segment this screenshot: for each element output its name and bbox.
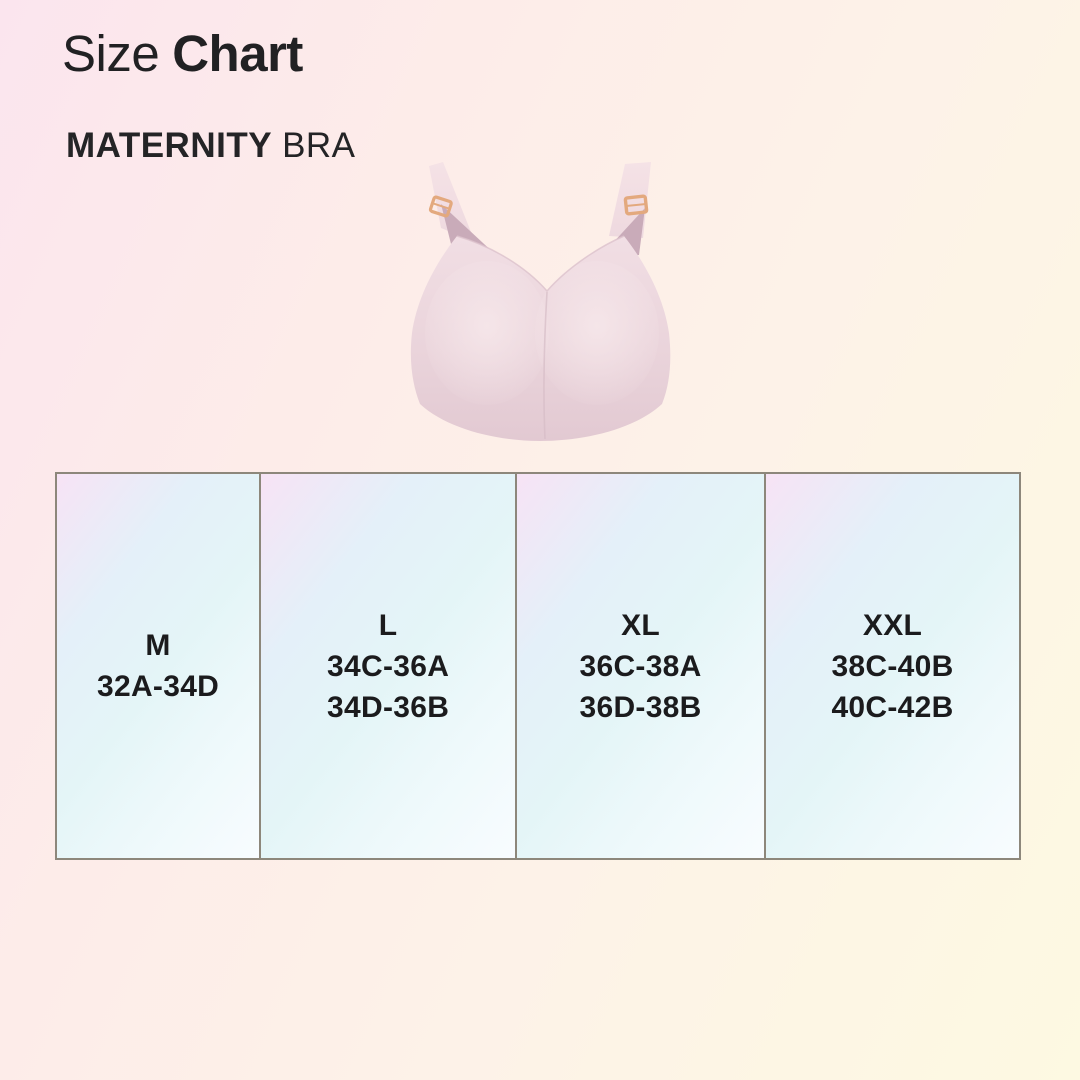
size-table: M 32A-34D L 34C-36A 34D-36B XL 36C-38A 36D-38B X… bbox=[55, 472, 1021, 860]
neckline-seam bbox=[456, 235, 625, 293]
title-bold-part: Chart bbox=[172, 25, 303, 82]
size-range: 36D-38B bbox=[579, 690, 702, 724]
size-range: 36C-38A bbox=[579, 649, 702, 683]
size-column-l: L 34C-36A 34D-36B bbox=[261, 474, 518, 858]
right-clip-icon bbox=[623, 194, 649, 216]
size-label: M bbox=[145, 629, 171, 662]
right-cup-highlight bbox=[535, 261, 659, 405]
size-label: XXL bbox=[862, 608, 923, 642]
left-clip-icon bbox=[428, 195, 453, 218]
size-range: 34D-36B bbox=[327, 690, 450, 724]
size-range: 40C-42B bbox=[831, 690, 954, 724]
bra-illustration bbox=[410, 162, 671, 441]
bra-product-image bbox=[405, 158, 675, 448]
page-subtitle: MATERNITY BRA bbox=[66, 126, 356, 166]
size-column-xxl: XXL 38C-40B 40C-42B bbox=[766, 474, 1019, 858]
center-seam bbox=[543, 291, 548, 440]
subtitle-regular-part: BRA bbox=[282, 126, 356, 165]
subtitle-bold-part: MATERNITY bbox=[66, 126, 273, 165]
size-range: 34C-36A bbox=[327, 649, 450, 683]
left-cup-highlight bbox=[425, 261, 549, 405]
title-regular-part: Size bbox=[62, 25, 160, 82]
size-column-xl: XL 36C-38A 36D-38B bbox=[517, 474, 767, 858]
size-range: 38C-40B bbox=[831, 649, 954, 683]
size-label: XL bbox=[621, 608, 661, 642]
size-column-m: M 32A-34D bbox=[57, 474, 262, 858]
size-range: 32A-34D bbox=[96, 670, 220, 703]
page-title: Size Chart bbox=[62, 24, 303, 83]
size-label: L bbox=[378, 608, 398, 642]
